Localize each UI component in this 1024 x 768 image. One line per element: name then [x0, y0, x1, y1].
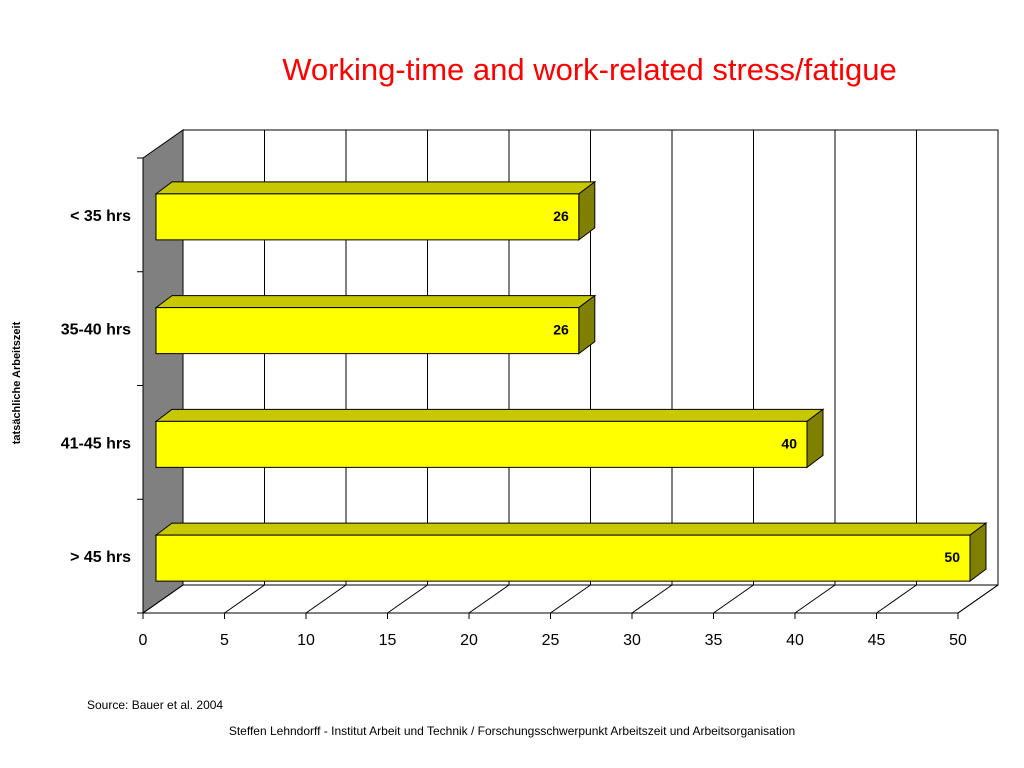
- x-tick-label: 45: [868, 632, 886, 649]
- category-label: 35-40 hrs: [61, 322, 131, 339]
- axes: [137, 157, 959, 619]
- x-tick-label: 5: [220, 632, 229, 649]
- x-tick-label: 30: [623, 632, 641, 649]
- x-tick-label: 40: [786, 632, 804, 649]
- floor-gridline: [387, 584, 428, 614]
- bar-3: [154, 408, 825, 469]
- bar-front-face: [155, 307, 580, 355]
- bar-value-label: 40: [781, 435, 797, 451]
- x-tick-label: 0: [139, 632, 148, 649]
- x-tick-label: 25: [542, 632, 560, 649]
- floor-gridline: [713, 584, 754, 614]
- bar-front-face: [155, 420, 808, 468]
- category-label: 41-45 hrs: [61, 435, 131, 452]
- x-tick-label: 15: [379, 632, 397, 649]
- bar-value-label: 50: [944, 549, 960, 565]
- bars: 26 26 40 50: [154, 180, 988, 583]
- bar-1: [154, 180, 597, 241]
- floor-gridline: [305, 584, 347, 614]
- floor-gridline: [142, 584, 184, 614]
- bar-value-label: 26: [553, 322, 569, 338]
- chart-title: Working-time and work-related stress/fat…: [282, 52, 897, 87]
- category-label: > 45 hrs: [70, 549, 131, 566]
- floor-gridline: [224, 584, 265, 614]
- bar-2: [154, 294, 597, 355]
- floor-gridline: [550, 584, 591, 614]
- bar-top-face: [154, 181, 597, 195]
- floor-gridline: [876, 584, 917, 614]
- bar-front-face: [155, 534, 971, 582]
- floor-gridline: [631, 584, 673, 614]
- bar-top-face: [154, 295, 597, 309]
- bar-front-face: [155, 193, 580, 241]
- y-axis-label: tatsächliche Arbeitszeit: [11, 321, 23, 444]
- x-tick-labels: 0 5 10 15 20 25 30 35 40 45 50: [139, 632, 967, 649]
- x-tick-label: 35: [705, 632, 723, 649]
- x-tick-label: 20: [460, 632, 478, 649]
- source-note: Source: Bauer et al. 2004: [87, 698, 224, 712]
- footer-note: Steffen Lehndorff - Institut Arbeit und …: [228, 724, 796, 738]
- bar-value-label: 26: [553, 208, 569, 224]
- category-labels: < 35 hrs 35-40 hrs 41-45 hrs > 45 hrs: [61, 208, 131, 566]
- floor-gridline: [468, 584, 510, 614]
- floor-gridline: [794, 584, 836, 614]
- category-label: < 35 hrs: [70, 208, 131, 225]
- bar-top-face: [154, 408, 825, 422]
- x-tick-label: 10: [297, 632, 315, 649]
- x-tick-label: 50: [949, 632, 967, 649]
- chart-floor: [142, 584, 999, 614]
- bar-4: [154, 522, 988, 583]
- bar-top-face: [154, 522, 988, 536]
